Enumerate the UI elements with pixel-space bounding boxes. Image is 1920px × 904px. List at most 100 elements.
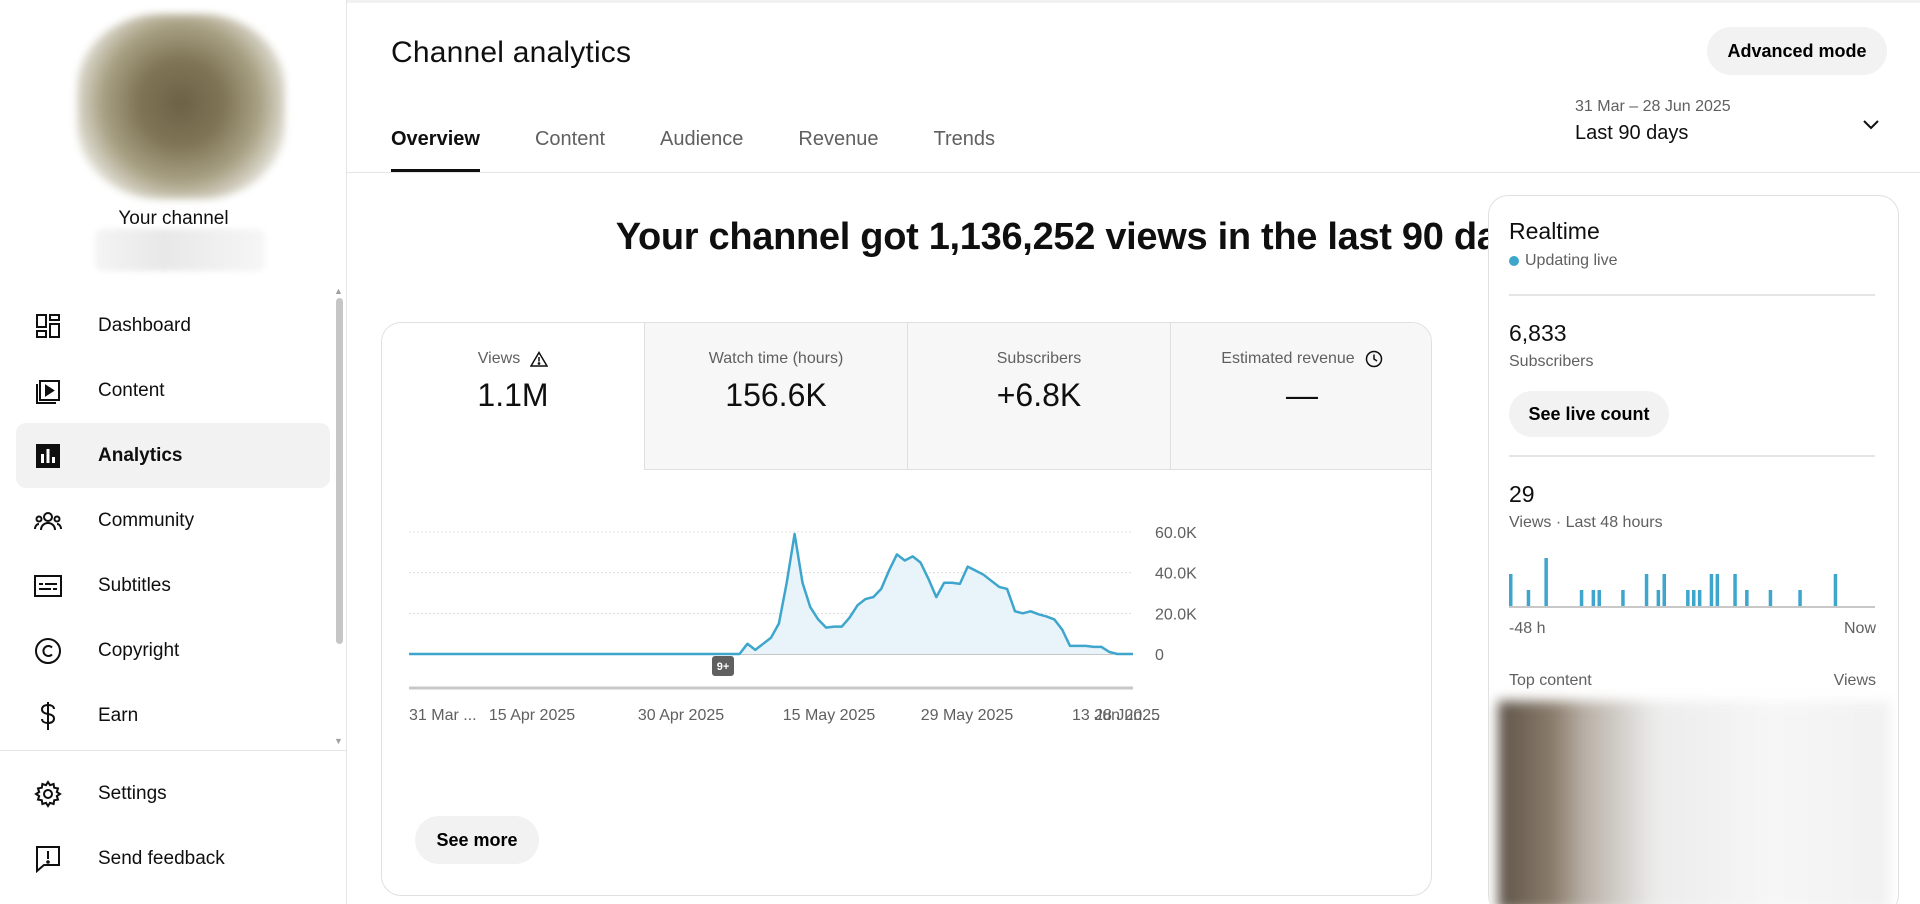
- main-content: Channel analytics Advanced mode Overview…: [347, 0, 1920, 904]
- realtime-bar[interactable]: [1621, 590, 1625, 606]
- sidebar-item-analytics[interactable]: Analytics: [16, 423, 330, 488]
- metric-label-row: Watch time (hours): [645, 350, 907, 368]
- sidebar-divider: [0, 750, 346, 751]
- realtime-bar[interactable]: [1715, 574, 1720, 606]
- channel-avatar[interactable]: [77, 14, 285, 199]
- y-tick-label: 40.0K: [1155, 566, 1197, 583]
- clock-icon[interactable]: [1365, 350, 1383, 368]
- metric-label: Watch time (hours): [708, 350, 844, 367]
- sidebar-item-subtitles[interactable]: Subtitles: [16, 553, 330, 618]
- realtime-bar[interactable]: [1798, 590, 1802, 606]
- annotation-badge-label: 9+: [717, 661, 730, 673]
- realtime-bar[interactable]: [1697, 590, 1702, 606]
- metric-estimated-revenue[interactable]: Estimated revenue —: [1171, 323, 1431, 470]
- realtime-bar[interactable]: [1709, 574, 1714, 606]
- realtime-bar[interactable]: [1644, 574, 1649, 606]
- realtime-bar[interactable]: [1768, 590, 1773, 606]
- scroll-up-arrow[interactable]: ▲: [334, 286, 343, 296]
- subscriber-label: Subscribers: [1509, 353, 1594, 370]
- sidebar-item-earn[interactable]: Earn: [16, 683, 330, 748]
- realtime-bar[interactable]: [1692, 590, 1696, 606]
- y-tick-label: 60.0K: [1155, 525, 1197, 542]
- metric-label-row: Subscribers: [908, 350, 1170, 368]
- metric-tabs: Views 1.1M Watch time (hours) 156.6K Sub…: [382, 323, 1431, 470]
- metric-value: 156.6K: [725, 377, 827, 413]
- gear-icon: [33, 779, 63, 809]
- warning-icon[interactable]: [530, 351, 549, 367]
- realtime-bar[interactable]: [1662, 574, 1667, 606]
- top-content-thumbnail[interactable]: [1498, 701, 1890, 904]
- realtime-bar[interactable]: [1591, 590, 1596, 606]
- tab-content[interactable]: Content: [534, 128, 606, 150]
- sidebar-item-community[interactable]: Community: [16, 488, 330, 553]
- date-range-picker[interactable]: 31 Mar – 28 Jun 2025 Last 90 days: [1575, 94, 1895, 156]
- tab-trends[interactable]: Trends: [933, 128, 995, 150]
- copyright-icon: [33, 636, 63, 666]
- x-tick-label: 15 Apr 2025: [489, 707, 575, 724]
- tab-audience[interactable]: Audience: [660, 128, 744, 150]
- realtime-bar[interactable]: [1745, 590, 1749, 606]
- subscriber-count: 6,833: [1509, 320, 1567, 346]
- x-tick-label: 30 Apr 2025: [638, 707, 724, 724]
- sidebar-nav: Dashboard Content Analytics Community: [16, 293, 330, 748]
- sidebar-bottom-nav: Settings Send feedback: [16, 761, 330, 891]
- sidebar-item-settings[interactable]: Settings: [16, 761, 330, 826]
- realtime-bar[interactable]: [1733, 574, 1737, 606]
- content-icon: [33, 376, 63, 406]
- live-status: Updating live: [1509, 252, 1618, 270]
- sidebar-item-send-feedback[interactable]: Send feedback: [16, 826, 330, 891]
- sidebar-item-dashboard[interactable]: Dashboard: [16, 293, 330, 358]
- realtime-bar[interactable]: [1686, 590, 1690, 606]
- sidebar-scrollbar[interactable]: [336, 298, 343, 644]
- realtime-bar[interactable]: [1597, 590, 1602, 606]
- x-tick-label: 28 Jun ...: [1094, 707, 1160, 724]
- tab-overview[interactable]: Overview: [391, 112, 480, 172]
- scroll-down-arrow[interactable]: ▼: [334, 736, 343, 746]
- top-border: [347, 0, 1920, 3]
- realtime-bar[interactable]: [1509, 574, 1513, 606]
- metric-value: 1.1M: [477, 377, 549, 413]
- feedback-icon: [33, 844, 63, 874]
- sidebar-item-label: Copyright: [98, 639, 180, 661]
- subtitles-icon: [33, 571, 63, 601]
- realtime-bar[interactable]: [1833, 574, 1838, 606]
- analytics-icon: [33, 441, 63, 471]
- sidebar-item-content[interactable]: Content: [16, 358, 330, 423]
- sidebar-item-label: Dashboard: [98, 314, 191, 336]
- metric-views[interactable]: Views 1.1M: [382, 323, 645, 470]
- overview-card: Views 1.1M Watch time (hours) 156.6K Sub…: [381, 322, 1432, 896]
- views-area-fill: [409, 534, 1133, 654]
- realtime-bar-chart: [1509, 558, 1875, 608]
- realtime-divider: [1509, 294, 1875, 296]
- metric-watch-time[interactable]: Watch time (hours) 156.6K: [645, 323, 908, 470]
- see-more-button[interactable]: See more: [415, 816, 539, 864]
- x-tick-label: 13 Jun 2025: [1072, 707, 1160, 724]
- earn-icon: [33, 701, 63, 731]
- metric-subscribers[interactable]: Subscribers +6.8K: [908, 323, 1171, 470]
- sidebar-item-copyright[interactable]: Copyright: [16, 618, 330, 683]
- metric-value: —: [1286, 377, 1318, 413]
- realtime-bar[interactable]: [1656, 590, 1661, 606]
- x-tick-label: 15 May 2025: [783, 707, 876, 724]
- date-range-label: Last 90 days: [1575, 122, 1689, 144]
- see-live-count-button[interactable]: See live count: [1509, 391, 1669, 437]
- sidebar-item-label: Settings: [98, 782, 167, 804]
- metric-label-row: Views: [382, 350, 644, 368]
- realtime-bar[interactable]: [1579, 590, 1584, 606]
- sidebar-item-label: Analytics: [98, 444, 183, 466]
- realtime-divider: [1509, 455, 1875, 457]
- annotation-badge: [712, 656, 734, 676]
- tab-revenue[interactable]: Revenue: [798, 128, 879, 150]
- realtime-axis-end: Now: [1843, 620, 1876, 637]
- date-range-text: 31 Mar – 28 Jun 2025: [1575, 98, 1731, 115]
- realtime-axis-start: -48 h: [1509, 620, 1546, 637]
- live-status-text: Updating live: [1525, 252, 1618, 269]
- advanced-mode-button[interactable]: Advanced mode: [1707, 27, 1887, 75]
- metric-label: Estimated revenue: [1221, 350, 1355, 367]
- overview-headline: Your channel got 1,136,252 views in the …: [615, 216, 1540, 258]
- realtime-bar[interactable]: [1526, 590, 1531, 606]
- views-line: [409, 532, 1133, 656]
- channel-name-redacted: [95, 229, 265, 271]
- realtime-bar[interactable]: [1544, 558, 1548, 606]
